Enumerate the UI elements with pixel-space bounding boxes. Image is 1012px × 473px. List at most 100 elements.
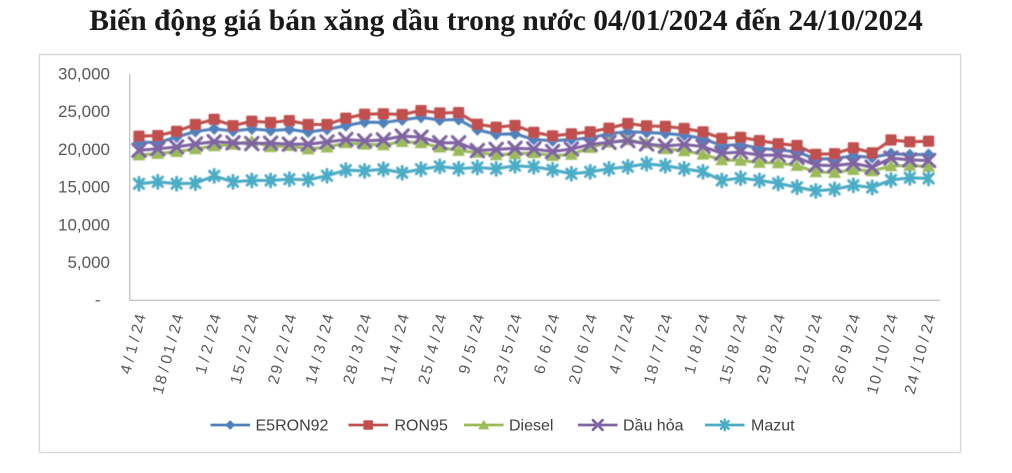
svg-text:2: 2	[580, 323, 599, 336]
svg-text:Dầu hỏa: Dầu hỏa	[623, 418, 684, 435]
svg-text:/: /	[577, 334, 595, 343]
svg-text:2: 2	[880, 323, 899, 336]
svg-text:9: 9	[837, 343, 856, 356]
svg-text:30,000: 30,000	[58, 65, 110, 84]
svg-text:9: 9	[268, 363, 287, 376]
svg-text:/: /	[314, 334, 332, 343]
svg-text:Biến động giá bán xăng dầu tro: Biến động giá bán xăng dầu trong nước 04…	[89, 5, 923, 37]
svg-text:10,000: 10,000	[58, 215, 110, 234]
svg-text:1: 1	[228, 373, 247, 386]
svg-text:2: 2	[902, 383, 921, 396]
svg-text:/: /	[803, 334, 821, 343]
svg-text:/: /	[121, 354, 139, 363]
svg-text:2: 2	[166, 323, 185, 336]
svg-text:/: /	[164, 334, 182, 343]
svg-text:2: 2	[829, 373, 848, 386]
svg-text:RON95: RON95	[395, 418, 448, 435]
svg-text:/: /	[685, 354, 703, 363]
svg-text:/: /	[690, 334, 708, 343]
svg-text:3: 3	[494, 363, 513, 376]
svg-text:/: /	[277, 334, 295, 343]
svg-text:1: 1	[872, 353, 891, 366]
svg-text:2: 2	[794, 363, 813, 376]
svg-text:2: 2	[273, 343, 292, 356]
svg-text:8: 8	[762, 343, 781, 356]
svg-text:/: /	[271, 354, 289, 363]
svg-text:/: /	[728, 334, 746, 343]
svg-text:25,000: 25,000	[58, 102, 110, 121]
svg-text:1: 1	[123, 343, 142, 356]
svg-text:2: 2	[730, 323, 749, 336]
svg-text:2: 2	[843, 323, 862, 336]
svg-text:1: 1	[864, 383, 883, 396]
svg-text:/: /	[196, 354, 214, 363]
svg-text:2: 2	[805, 323, 824, 336]
svg-text:8: 8	[343, 363, 362, 376]
svg-text:8: 8	[725, 343, 744, 356]
svg-text:1: 1	[161, 343, 180, 356]
svg-text:15,000: 15,000	[58, 178, 110, 197]
svg-text:8: 8	[152, 373, 171, 386]
svg-text:2: 2	[279, 323, 298, 336]
svg-text:2: 2	[566, 373, 585, 386]
svg-text:Mazut: Mazut	[751, 418, 795, 435]
svg-text:E5RON92: E5RON92	[256, 418, 329, 435]
svg-text:/: /	[870, 365, 888, 374]
svg-text:/: /	[615, 334, 633, 343]
svg-text:2: 2	[491, 373, 510, 386]
svg-text:2: 2	[236, 343, 255, 356]
svg-text:/: /	[384, 354, 402, 363]
svg-text:/: /	[765, 334, 783, 343]
svg-text:/: /	[878, 334, 896, 343]
svg-text:2: 2	[429, 323, 448, 336]
svg-text:/: /	[908, 365, 926, 374]
svg-text:20,000: 20,000	[58, 140, 110, 159]
svg-text:9: 9	[800, 343, 819, 356]
svg-text:5,000: 5,000	[67, 253, 110, 272]
svg-text:2: 2	[316, 323, 335, 336]
svg-text:2: 2	[128, 323, 147, 336]
svg-text:/: /	[239, 334, 257, 343]
svg-text:9: 9	[456, 363, 475, 376]
svg-text:7: 7	[612, 343, 631, 356]
svg-text:/: /	[835, 354, 853, 363]
svg-text:2: 2	[504, 323, 523, 336]
svg-text:8: 8	[687, 343, 706, 356]
svg-text:/: /	[502, 334, 520, 343]
svg-text:2: 2	[340, 373, 359, 386]
svg-text:/: /	[610, 354, 628, 363]
svg-text:5: 5	[719, 363, 738, 376]
svg-text:5: 5	[461, 343, 480, 356]
svg-text:1: 1	[716, 373, 735, 386]
svg-text:2: 2	[692, 323, 711, 336]
svg-text:/: /	[309, 354, 327, 363]
svg-text:3: 3	[349, 343, 368, 356]
svg-text:1: 1	[378, 373, 397, 386]
svg-text:/: /	[459, 354, 477, 363]
svg-text:/: /	[798, 354, 816, 363]
svg-text:8: 8	[644, 363, 663, 376]
svg-text:2: 2	[754, 373, 773, 386]
svg-text:2: 2	[416, 373, 435, 386]
svg-text:2: 2	[768, 323, 787, 336]
svg-text:5: 5	[230, 363, 249, 376]
svg-text:/: /	[841, 334, 859, 343]
svg-text:2: 2	[918, 323, 937, 336]
svg-text:1: 1	[381, 363, 400, 376]
svg-text:/: /	[126, 334, 144, 343]
svg-text:1: 1	[641, 373, 660, 386]
svg-text:/: /	[647, 354, 665, 363]
svg-text:2: 2	[198, 343, 217, 356]
svg-text:/: /	[201, 334, 219, 343]
svg-text:7: 7	[649, 343, 668, 356]
svg-text:/: /	[352, 334, 370, 343]
svg-text:/: /	[534, 354, 552, 363]
svg-text:/: /	[760, 354, 778, 363]
svg-text:/: /	[422, 354, 440, 363]
svg-text:6: 6	[537, 343, 556, 356]
svg-text:6: 6	[574, 343, 593, 356]
svg-text:6: 6	[832, 363, 851, 376]
svg-text:1: 1	[303, 373, 322, 386]
svg-text:2: 2	[354, 323, 373, 336]
svg-text:3: 3	[311, 343, 330, 356]
